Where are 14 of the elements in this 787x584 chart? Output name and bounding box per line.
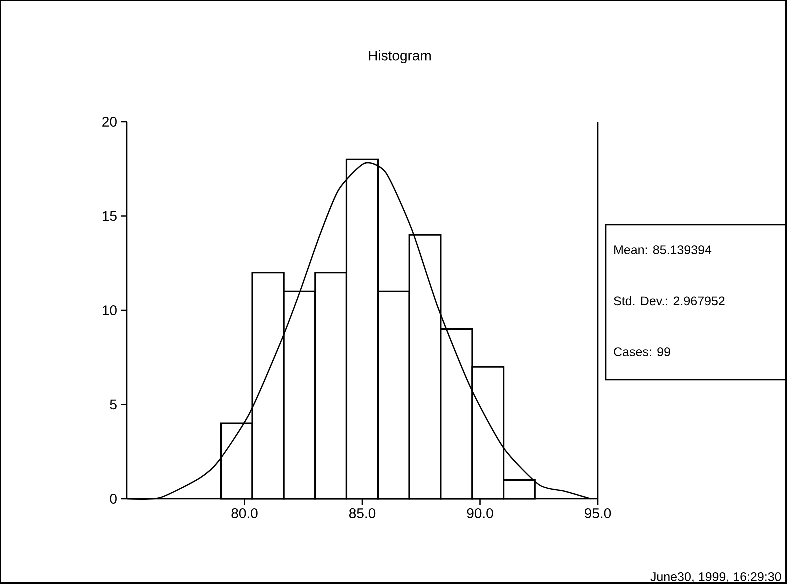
x-tick-label: 85.0: [349, 508, 376, 518]
y-tick-label: 15: [102, 211, 117, 222]
y-tick-label: 20: [102, 117, 117, 127]
text: Cases: 99: [614, 348, 670, 356]
chart-title: Histogram: [369, 50, 431, 64]
text: Mean: 85.139394: [614, 246, 712, 254]
y-tick-label: 0: [110, 494, 117, 504]
x-tick-label: 80.0: [232, 508, 258, 518]
x-tick-label: 90.0: [467, 508, 494, 518]
text: June30, 1999, 16:29:30: [650, 572, 782, 583]
text: Std. Dev.: 2.967952: [614, 296, 725, 306]
y-tick-label: 5: [110, 400, 117, 410]
y-tick-label: 10: [102, 306, 117, 316]
x-tick-label: 95.0: [585, 508, 612, 518]
